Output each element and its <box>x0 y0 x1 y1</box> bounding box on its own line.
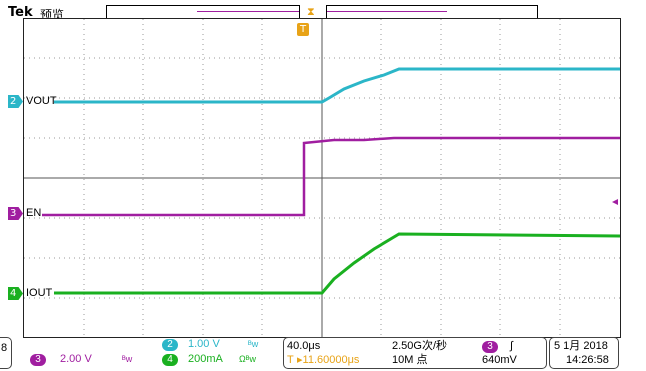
trigger-level-arrow <box>612 199 618 205</box>
trigger-position-icon: ⧗ <box>307 5 315 18</box>
ch4-scale: 200mA <box>188 353 223 365</box>
ch4-marker[interactable]: 4 <box>8 287 23 300</box>
trigger-source-badge: 3 <box>482 341 498 353</box>
record-window-bracket[interactable] <box>299 5 327 18</box>
en-trace <box>42 136 620 217</box>
ch2-bandwidth-icon: ᴮw <box>248 339 259 349</box>
vout-label: VOUT <box>26 95 57 107</box>
ch2-scale: 1.00 V <box>188 338 220 350</box>
vout-trace <box>54 67 620 104</box>
sample-rate: 2.50G次/秒 <box>392 340 448 352</box>
record-length: 10M 点 <box>392 354 428 366</box>
trigger-position-value: ▸11.60000μs <box>297 354 360 366</box>
ch2-marker[interactable]: 2 <box>8 95 23 108</box>
iout-trace <box>54 232 620 295</box>
ch3-scale: 2.00 V <box>60 353 92 365</box>
left-partial-box[interactable]: 8 <box>0 337 12 369</box>
en-label: EN <box>26 207 42 219</box>
tek-logo: Tek <box>8 5 33 20</box>
ch3-bandwidth-icon: ᴮw <box>122 354 133 364</box>
ch2-badge: 2 <box>162 339 178 351</box>
ch3-badge: 3 <box>30 354 46 366</box>
time-text: 14:26:58 <box>566 354 609 366</box>
iout-label: IOUT <box>26 287 53 299</box>
trigger-marker[interactable]: T <box>297 23 309 36</box>
left-partial-value: 8 <box>1 342 8 354</box>
vertical-settings-panel[interactable]: 2 1.00 V ᴮw 3 2.00 V ᴮw 4 200mA Ωᴮw <box>25 337 280 369</box>
date-text: 5 1月 2018 <box>554 340 608 352</box>
graticule-center-axes <box>24 19 620 337</box>
timebase-value: 40.0μs <box>287 340 321 352</box>
graticule <box>24 19 620 337</box>
ch4-termination-icon: Ωᴮw <box>239 354 256 364</box>
trigger-slope-icon: ∫ <box>510 340 514 352</box>
datetime-box[interactable]: 5 1月 2018 14:26:58 <box>549 337 619 369</box>
waveform-display[interactable] <box>23 18 621 338</box>
trigger-position-icon: T <box>287 354 294 366</box>
horizontal-settings-box[interactable]: 40.0μs T ▸11.60000μs 2.50G次/秒 10M 点 3 ∫ … <box>283 337 547 369</box>
trigger-level: 640mV <box>482 354 517 366</box>
ch4-badge: 4 <box>162 354 178 366</box>
ch3-marker[interactable]: 3 <box>8 207 23 220</box>
